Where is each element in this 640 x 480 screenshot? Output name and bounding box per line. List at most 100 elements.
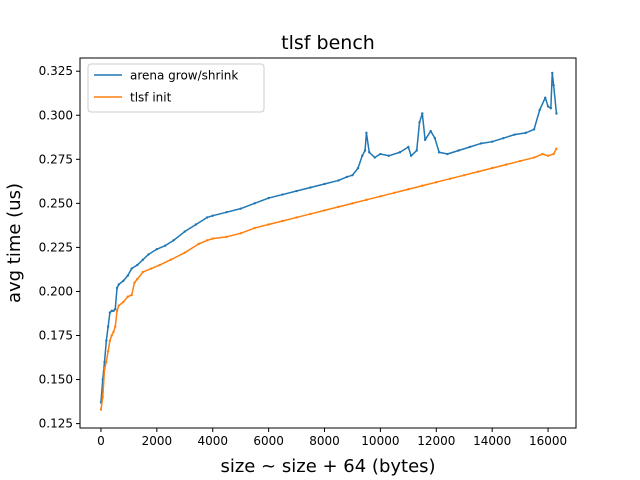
data-point (368, 151, 371, 154)
data-point (363, 149, 367, 152)
data-point (169, 258, 173, 261)
data-point (253, 226, 256, 230)
data-point (172, 239, 175, 242)
data-point (429, 129, 432, 133)
data-point (112, 309, 115, 313)
legend: arena grow/shrink tlsf init (87, 63, 265, 113)
data-point (194, 223, 198, 226)
data-point (549, 107, 553, 110)
x-tick-label: 2000 (142, 434, 173, 448)
data-point (373, 156, 377, 159)
data-point (393, 191, 396, 194)
data-point (114, 307, 117, 311)
data-point (211, 214, 214, 217)
data-point (110, 309, 113, 313)
x-tick-label: 6000 (253, 434, 284, 448)
data-point (541, 152, 544, 156)
data-point (490, 166, 494, 170)
x-tick-label: 12000 (417, 434, 455, 448)
y-tick-label: 0.325 (39, 64, 73, 78)
data-point (546, 154, 550, 157)
data-point (552, 152, 555, 156)
data-point (267, 223, 270, 226)
data-point (323, 182, 326, 186)
data-point (555, 147, 558, 150)
data-point (435, 181, 438, 184)
data-point (468, 145, 472, 149)
series-line-0 (100, 72, 558, 403)
data-point (117, 283, 121, 286)
data-point (136, 277, 139, 281)
x-tick-label: 4000 (197, 434, 228, 448)
data-point (437, 151, 441, 154)
data-point (103, 360, 106, 364)
data-point (117, 304, 121, 307)
data-point (544, 96, 547, 99)
data-point (147, 253, 150, 256)
legend-box (87, 63, 265, 113)
data-point (130, 267, 133, 270)
legend-label-arena: arena grow/shrink (130, 69, 238, 83)
data-point (281, 193, 284, 196)
data-point (309, 186, 312, 189)
data-point (103, 367, 106, 371)
data-point (267, 196, 270, 200)
data-point (513, 133, 516, 136)
data-point (518, 159, 522, 163)
data-point (99, 408, 103, 411)
data-point (133, 281, 136, 284)
data-point (538, 108, 541, 112)
data-point (365, 198, 368, 202)
data-point (197, 242, 200, 246)
data-point (253, 202, 256, 205)
data-point (418, 121, 421, 124)
data-point (126, 274, 129, 277)
data-point (239, 207, 242, 210)
data-point (211, 237, 214, 240)
data-point (457, 149, 460, 152)
data-point (398, 151, 402, 154)
data-point (555, 112, 558, 115)
y-tick-label: 0.225 (39, 240, 73, 254)
data-point (421, 112, 424, 115)
data-point (421, 184, 424, 187)
data-point (105, 360, 108, 364)
data-point (337, 179, 340, 182)
data-point (205, 216, 209, 219)
data-point (351, 202, 354, 205)
data-point (407, 188, 410, 191)
y-tick-label: 0.125 (39, 417, 73, 431)
data-point (130, 293, 133, 297)
data-point (379, 195, 382, 198)
data-point (126, 295, 129, 298)
data-point (183, 251, 186, 254)
x-tick-label: 14000 (473, 434, 511, 448)
x-tick-label: 0 (97, 434, 105, 448)
data-point (479, 142, 483, 145)
data-point (114, 325, 117, 328)
data-point (407, 145, 410, 149)
data-point (205, 239, 209, 242)
data-point (449, 177, 452, 180)
data-point (409, 154, 413, 157)
series-layer (99, 71, 558, 411)
x-tick-label: 8000 (309, 434, 340, 448)
data-point (122, 300, 125, 304)
data-point (351, 173, 354, 177)
y-tick-label: 0.175 (39, 329, 73, 343)
y-tick-label: 0.250 (39, 196, 73, 210)
data-point (150, 267, 153, 270)
data-point (225, 235, 228, 239)
plot-frame (79, 57, 577, 429)
data-point (387, 154, 390, 157)
data-point (281, 219, 284, 223)
data-point (225, 210, 228, 214)
x-axis-label: size ~ size + 64 (bytes) (220, 456, 435, 477)
data-point (141, 258, 145, 261)
y-tick-label: 0.150 (39, 373, 73, 387)
data-point (108, 311, 112, 314)
data-point (158, 263, 161, 267)
data-point (490, 140, 494, 143)
data-point (309, 212, 312, 216)
